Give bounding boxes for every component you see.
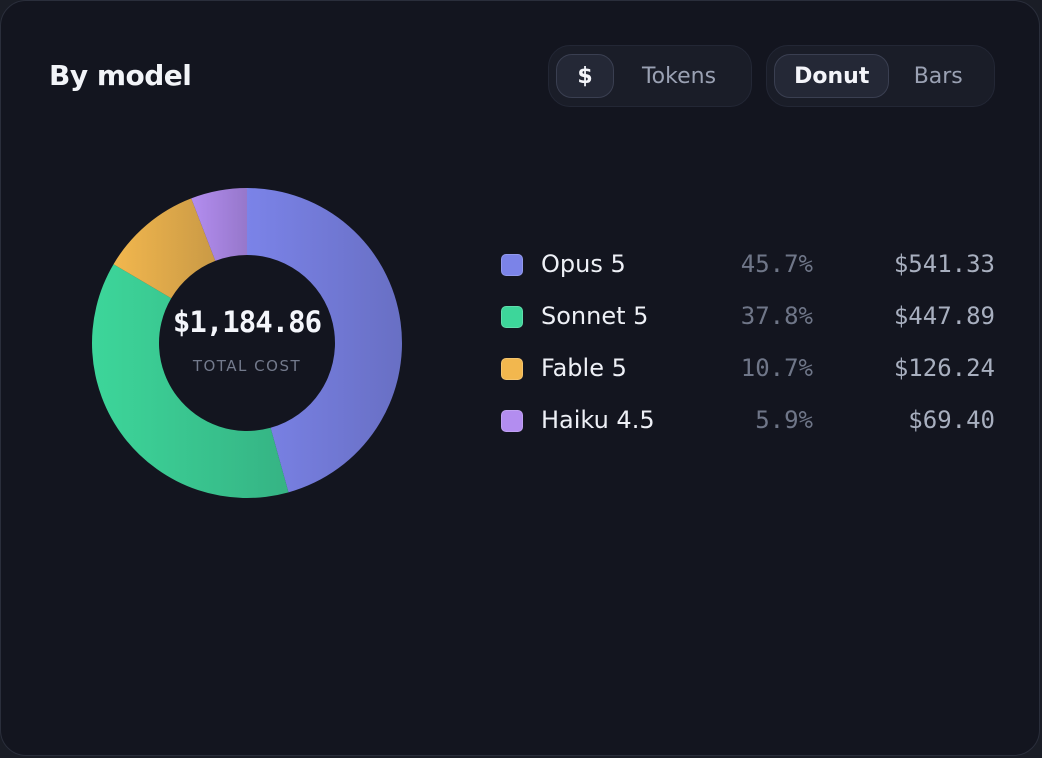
legend-swatch — [501, 410, 523, 432]
legend-item[interactable]: Haiku 4.5 5.9% $69.40 — [501, 393, 1001, 445]
legend-cost: $541.33 — [893, 250, 995, 278]
unit-toggle: $ Tokens — [548, 45, 752, 107]
legend-percent: 45.7% — [740, 250, 813, 278]
legend-swatch — [501, 306, 523, 328]
legend-swatch — [501, 358, 523, 380]
chart-legend: Opus 5 45.7% $541.33 Sonnet 5 37.8% $447.89 Fa… — [501, 237, 1001, 445]
legend-model-name: Sonnet 5 — [541, 302, 649, 330]
total-cost-value: $1,184.86 — [172, 305, 322, 339]
donut-svg — [92, 188, 402, 498]
legend-percent: 37.8% — [740, 302, 813, 330]
legend-model-name: Haiku 4.5 — [541, 406, 655, 434]
legend-percent: 10.7% — [740, 354, 813, 382]
unit-option-tokens[interactable]: Tokens — [641, 63, 717, 89]
legend-item[interactable]: Fable 5 10.7% $126.24 — [501, 341, 1001, 393]
donut-slice-fable-5[interactable] — [113, 198, 216, 299]
legend-cost: $126.24 — [893, 354, 995, 382]
legend-swatch — [501, 254, 523, 276]
donut-slice-opus-5[interactable] — [247, 188, 402, 493]
legend-cost: $447.89 — [893, 302, 995, 330]
legend-item[interactable]: Opus 5 45.7% $541.33 — [501, 237, 1001, 289]
donut-chart: $1,184.86 TOTAL COST — [91, 187, 403, 499]
legend-model-name: Fable 5 — [541, 354, 627, 382]
donut-slice-sonnet-5[interactable] — [92, 264, 289, 498]
view-option-donut[interactable]: Donut — [774, 54, 890, 98]
legend-cost: $69.40 — [908, 406, 995, 434]
legend-percent: 5.9% — [755, 406, 813, 434]
donut-slice-haiku-4-5[interactable] — [191, 188, 247, 261]
legend-item[interactable]: Sonnet 5 37.8% $447.89 — [501, 289, 1001, 341]
view-option-bars[interactable]: Bars — [913, 63, 963, 89]
panel-title: By model — [49, 59, 192, 92]
total-cost-label: TOTAL COST — [192, 357, 302, 375]
legend-model-name: Opus 5 — [541, 250, 626, 278]
view-toggle: Donut Bars — [766, 45, 995, 107]
unit-option-dollar[interactable]: $ — [556, 54, 614, 98]
